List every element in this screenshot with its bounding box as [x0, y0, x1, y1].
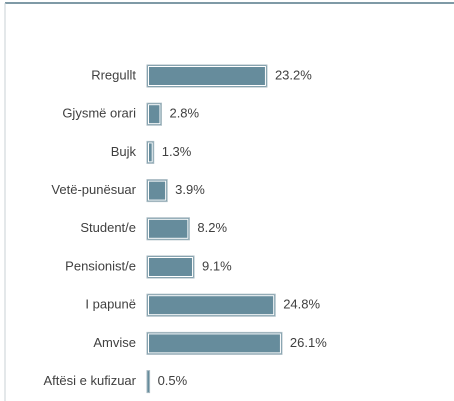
category-label: Amvise [93, 335, 136, 350]
value-label: 1.3% [162, 144, 192, 159]
bar-inner-border [148, 257, 194, 277]
bar [146, 102, 162, 126]
bar-inner-border [148, 104, 161, 125]
bar-inner-border [148, 66, 266, 86]
value-label: 2.8% [169, 106, 199, 121]
bar-inner-border [148, 333, 281, 354]
value-label: 23.2% [275, 67, 312, 82]
bar [146, 217, 190, 241]
value-label: 8.2% [197, 220, 227, 235]
value-label: 9.1% [202, 258, 232, 273]
bar-inner-border [148, 142, 153, 163]
bar-inner-border [148, 295, 275, 316]
bar-inner-border [148, 218, 189, 239]
category-label: Vetë-punësuar [51, 182, 136, 197]
value-label: 0.5% [158, 373, 188, 388]
value-label: 3.9% [175, 182, 205, 197]
category-label: Pensionist/e [65, 258, 136, 273]
bar-inner-border [148, 180, 167, 201]
bar [146, 64, 268, 88]
value-label: 24.8% [283, 297, 320, 312]
bar [146, 140, 155, 164]
category-label: Student/e [80, 220, 136, 235]
bar [146, 331, 283, 355]
bar [146, 255, 195, 279]
category-label: Bujk [111, 144, 137, 159]
bar [146, 370, 151, 394]
category-label: I papunë [85, 297, 136, 312]
category-label: Aftësi e kufizuar [44, 373, 137, 388]
category-label: Gjysmë orari [62, 106, 136, 121]
category-label: Rregullt [91, 67, 136, 82]
value-label: 26.1% [290, 335, 327, 350]
bar [146, 179, 168, 203]
bar [146, 293, 276, 317]
